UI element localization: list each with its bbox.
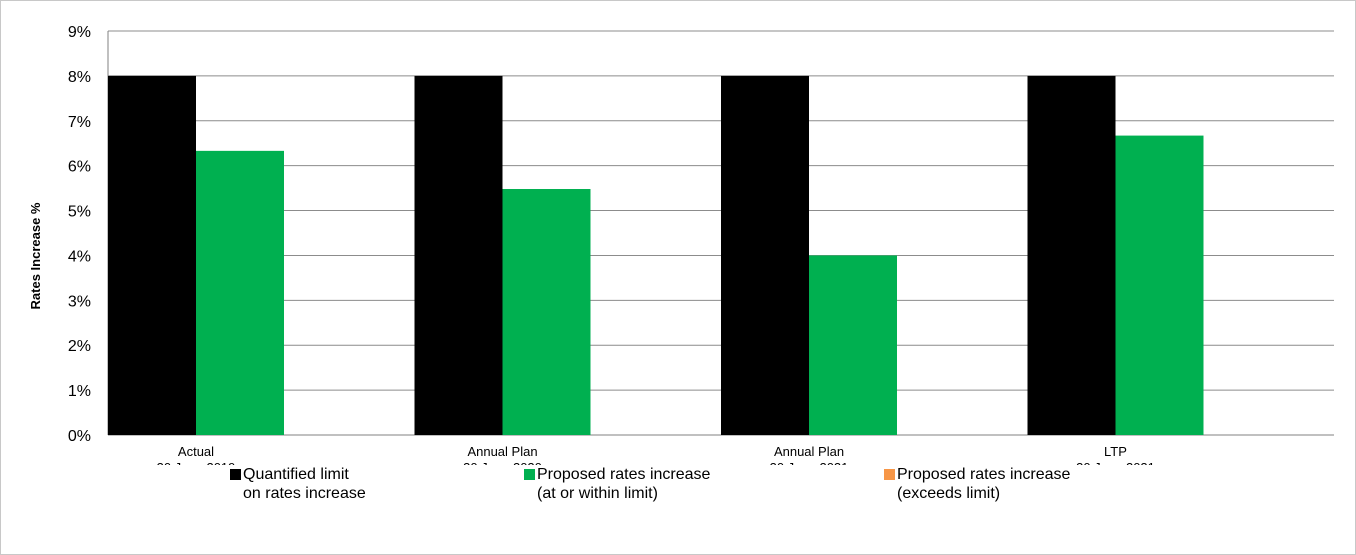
bar-chart: 0% 1% 2% 3% 4% 5% 6% 7% 8% 9% Actual30 June 2019 A…	[28, 24, 1334, 465]
x-category-label: 30 June 2021	[1076, 460, 1155, 465]
y-tick-label: 0%	[68, 428, 91, 445]
x-category-label: 30 June 2019	[157, 460, 236, 465]
y-tick-label: 5%	[68, 204, 91, 221]
y-tick-label: 9%	[68, 24, 91, 41]
x-axis-labels: Actual30 June 2019Annual Plan30 June 202…	[157, 444, 1155, 465]
bar-series0-cat0	[108, 75, 196, 435]
x-category-label: Actual	[178, 444, 214, 459]
legend-label-limit-line2: on rates increase	[243, 485, 366, 502]
legend-label-within-line1: Proposed rates increase	[537, 466, 711, 483]
bar-series1-cat3	[1115, 135, 1204, 435]
x-category-label: Annual Plan	[467, 444, 537, 459]
x-category-label: Annual Plan	[774, 444, 844, 459]
bar-series1-cat2	[809, 255, 897, 435]
bar-series1-cat0	[196, 150, 284, 435]
y-tick-label: 3%	[68, 293, 91, 310]
legend-swatch-limit	[230, 469, 241, 480]
legend-label-exceeds-line1: Proposed rates increase	[897, 466, 1071, 483]
x-category-label: 30 June 2020	[463, 460, 542, 465]
bar-series0-cat3	[1027, 75, 1116, 435]
legend: Quantified limit on rates increase Propo…	[0, 465, 1356, 545]
legend-label-within-line2: (at or within limit)	[537, 485, 658, 502]
x-category-label: 30 June 2021	[770, 460, 849, 465]
bar-series1-cat1	[502, 189, 591, 435]
y-axis-title: Rates Increase %	[28, 202, 43, 309]
y-tick-label: 7%	[68, 114, 91, 131]
x-category-label: LTP	[1104, 444, 1127, 459]
legend-label-limit-line1: Quantified limit	[243, 466, 349, 483]
y-tick-label: 4%	[68, 248, 91, 265]
y-tick-label: 8%	[68, 69, 91, 86]
legend-swatch-within	[524, 469, 535, 480]
y-tick-label: 2%	[68, 338, 91, 355]
y-tick-label: 1%	[68, 383, 91, 400]
bar-series0-cat1	[414, 75, 503, 435]
bar-series0-cat2	[721, 75, 809, 435]
y-axis-ticks: 0% 1% 2% 3% 4% 5% 6% 7% 8% 9%	[68, 24, 91, 445]
legend-swatch-exceeds	[884, 469, 895, 480]
bars	[108, 75, 1204, 435]
y-tick-label: 6%	[68, 159, 91, 176]
legend-label-exceeds-line2: (exceeds limit)	[897, 485, 1001, 502]
